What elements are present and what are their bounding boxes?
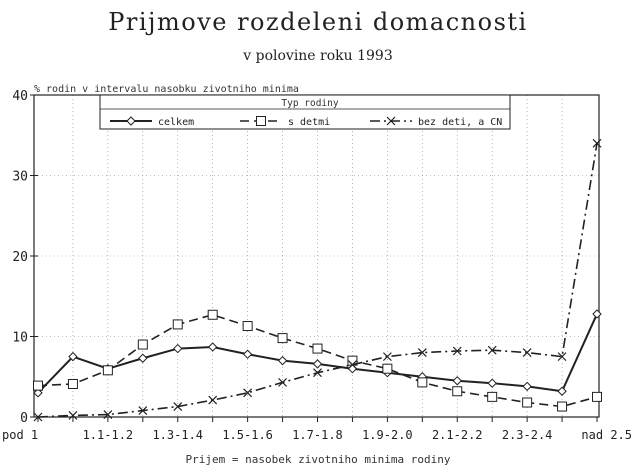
legend-box	[99, 94, 511, 130]
x-axis-label: Prijem = nasobek zivotniho minima rodiny	[186, 453, 451, 466]
data-point	[557, 352, 567, 362]
x-axis: pod 1 1.1-1.2 1.3-1.4 1.5-1.6 1.7-1.8 1.9-2.0…	[2, 417, 632, 442]
data-point	[382, 363, 393, 374]
data-point	[312, 343, 323, 354]
data-point	[452, 346, 462, 356]
y-axis: 0 10 20 30 40	[12, 89, 38, 426]
data-point	[277, 333, 288, 344]
x-tick-label: nad 2.5	[581, 428, 632, 442]
legend-swatch-marker	[386, 116, 396, 126]
x-tick-label: 2.1-2.2	[432, 428, 483, 442]
x-tick-label: pod 1	[2, 428, 38, 442]
x-tick-label: 2.3-2.4	[502, 428, 553, 442]
data-point	[207, 342, 218, 352]
data-point	[173, 343, 183, 354]
data-point	[102, 365, 113, 376]
data-point	[557, 386, 567, 396]
data-point	[452, 376, 462, 386]
y-tick-label: 10	[12, 331, 28, 346]
x-tick-label: 1.1-1.2	[83, 428, 134, 442]
data-point	[312, 359, 323, 369]
data-point	[138, 353, 148, 363]
legend: Typ rodiny celkem s detmi bez deti, a CN	[99, 94, 511, 130]
x-tick-label: 1.7-1.8	[292, 428, 343, 442]
data-point	[592, 309, 602, 319]
data-point	[522, 397, 533, 408]
data-point	[348, 360, 357, 370]
x-tick-label: 1.9-2.0	[362, 428, 413, 442]
data-point	[487, 378, 497, 388]
data-point	[243, 388, 253, 398]
y-tick-label: 20	[12, 250, 28, 265]
data-point	[557, 401, 568, 412]
data-point	[592, 138, 602, 148]
data-point	[173, 402, 183, 411]
data-point	[417, 348, 427, 358]
legend-label: celkem	[158, 117, 194, 128]
data-point	[592, 391, 602, 402]
legend-label: bez deti, a CN	[418, 117, 502, 128]
data-point	[313, 368, 322, 378]
legend-swatch-marker	[126, 116, 136, 126]
data-point	[208, 395, 218, 405]
data-point	[278, 377, 287, 387]
data-point	[67, 378, 78, 389]
data-point	[103, 410, 113, 420]
data-point	[417, 377, 428, 388]
data-point	[33, 380, 43, 391]
data-point	[522, 381, 532, 392]
chart-subtitle: v polovine roku 1993	[242, 48, 393, 64]
data-point	[68, 351, 78, 362]
data-point	[382, 352, 392, 362]
y-tick-label: 40	[12, 89, 28, 104]
data-point	[242, 349, 253, 359]
data-point	[487, 391, 498, 402]
legend-items: celkem s detmi bez deti, a CN	[110, 116, 502, 128]
data-point	[138, 406, 148, 415]
data-point	[207, 309, 218, 320]
data-point	[487, 345, 497, 355]
data-point	[68, 410, 78, 420]
data-point	[452, 386, 463, 397]
grid	[34, 95, 599, 417]
x-tick-label: 1.3-1.4	[152, 428, 203, 442]
data-point	[33, 412, 43, 422]
data-point	[172, 319, 183, 330]
chart-title: Prijmove rozdeleni domacnosti	[108, 8, 527, 36]
x-tick-label: 1.5-1.6	[222, 428, 273, 442]
legend-swatch-marker	[256, 116, 266, 126]
legend-title: Typ rodiny	[281, 98, 338, 109]
series-2	[33, 309, 602, 412]
series-layer	[33, 138, 602, 422]
data-point	[347, 363, 358, 374]
legend-label: s detmi	[288, 117, 330, 128]
y-tick-label: 0	[20, 411, 28, 426]
data-point	[242, 321, 253, 332]
data-point	[33, 388, 43, 398]
y-tick-label: 30	[12, 170, 28, 185]
data-point	[137, 339, 148, 350]
series-3	[33, 138, 602, 422]
data-point	[277, 355, 288, 366]
y-axis-label: % rodin v intervalu nasobku zivotniho mi…	[34, 84, 299, 95]
data-point	[522, 348, 532, 358]
